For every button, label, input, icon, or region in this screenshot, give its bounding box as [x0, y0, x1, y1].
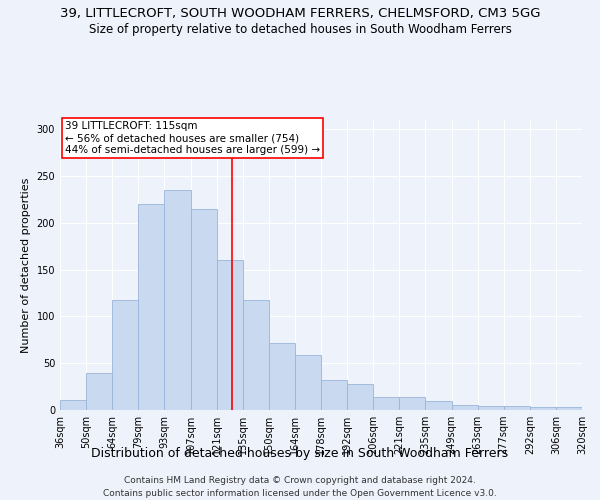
Bar: [164, 190, 191, 410]
Bar: [425, 400, 452, 410]
Text: Distribution of detached houses by size in South Woodham Ferrers: Distribution of detached houses by size …: [91, 448, 509, 460]
Bar: [556, 407, 582, 410]
Bar: [242, 300, 269, 410]
Bar: [321, 380, 347, 410]
Bar: [373, 397, 400, 410]
Text: 39 LITTLECROFT: 115sqm
← 56% of detached houses are smaller (754)
44% of semi-de: 39 LITTLECROFT: 115sqm ← 56% of detached…: [65, 122, 320, 154]
Bar: [112, 300, 139, 410]
Bar: [269, 342, 295, 410]
Bar: [60, 400, 86, 410]
Bar: [86, 372, 112, 410]
Bar: [347, 384, 373, 410]
Bar: [295, 355, 321, 410]
Bar: [139, 204, 164, 410]
Bar: [504, 406, 530, 410]
Text: Contains HM Land Registry data © Crown copyright and database right 2024.
Contai: Contains HM Land Registry data © Crown c…: [103, 476, 497, 498]
Text: 39, LITTLECROFT, SOUTH WOODHAM FERRERS, CHELMSFORD, CM3 5GG: 39, LITTLECROFT, SOUTH WOODHAM FERRERS, …: [60, 8, 540, 20]
Bar: [217, 260, 243, 410]
Bar: [478, 406, 504, 410]
Bar: [191, 209, 217, 410]
Bar: [400, 397, 425, 410]
Bar: [452, 406, 478, 410]
Bar: [530, 407, 556, 410]
Y-axis label: Number of detached properties: Number of detached properties: [21, 178, 31, 352]
Text: Size of property relative to detached houses in South Woodham Ferrers: Size of property relative to detached ho…: [89, 22, 511, 36]
